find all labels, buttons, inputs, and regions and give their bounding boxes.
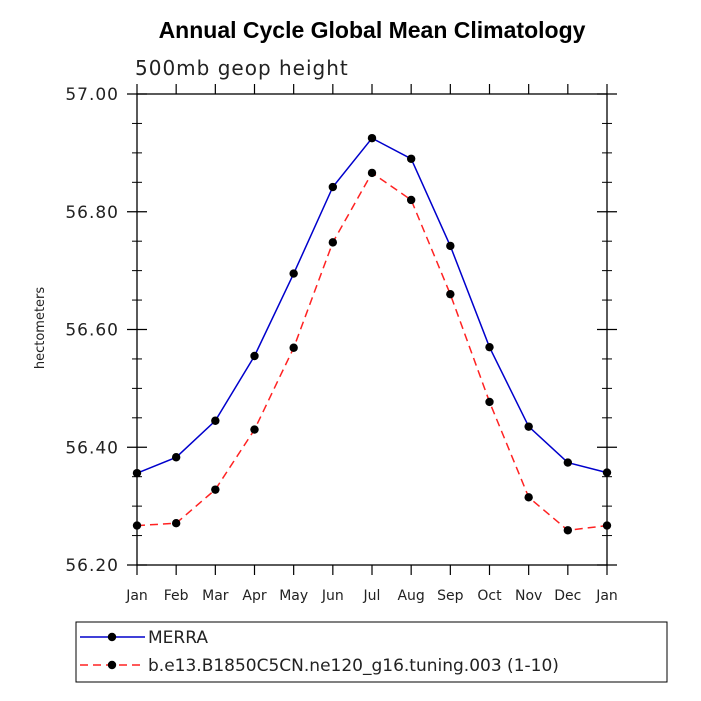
y-tick-label-2: 56.60	[65, 321, 119, 341]
y-tick-label-1: 56.40	[65, 438, 119, 458]
series-1-point-6	[367, 168, 377, 178]
series-0-point-11	[563, 458, 573, 467]
series-0-point-6	[367, 133, 377, 143]
x-tick-label-12: Jan	[595, 588, 618, 604]
legend: MERRA b.e13.B1850C5CN.ne120_g16.tuning.00…	[80, 628, 559, 676]
series-0-point-7	[406, 154, 416, 163]
series-line-1	[136, 171, 608, 532]
series-1-point-8	[446, 289, 455, 299]
series-0-point-2	[211, 416, 220, 425]
chart-subtitle: 500mb geop height	[135, 56, 349, 80]
series-layer	[132, 133, 612, 535]
series-1-point-9	[485, 397, 494, 407]
legend-marker-0	[107, 632, 117, 642]
x-tick-label-5: Jun	[321, 588, 344, 604]
series-0-point-8	[446, 241, 455, 251]
x-tick-label-9: Oct	[477, 588, 502, 604]
series-0-point-1	[171, 453, 181, 462]
y-tick-label-0: 56.20	[65, 556, 119, 576]
series-1-point-3	[250, 425, 259, 434]
x-tick-label-11: Dec	[554, 588, 581, 604]
x-tick-label-3: Apr	[242, 588, 266, 604]
x-tick-label-0: Jan	[125, 588, 148, 604]
x-tick-label-4: May	[279, 588, 308, 604]
legend-label-0: MERRA	[148, 628, 208, 648]
series-0-point-10	[524, 422, 533, 431]
series-0-point-3	[250, 351, 259, 361]
y-axis-ticks: 56.20 56.40 56.60 56.80 57.00	[65, 85, 617, 576]
series-1-point-4	[289, 343, 298, 352]
series-1-point-12	[602, 521, 612, 530]
x-axis-ticks: Jan Feb Mar Apr May Jun Jul Aug Sep Oct Nov Dec Jan	[125, 84, 618, 604]
series-0-point-12	[602, 468, 612, 477]
series-1-point-5	[328, 238, 338, 247]
y-tick-label-4: 57.00	[65, 85, 119, 105]
x-tick-label-2: Mar	[202, 588, 229, 604]
series-1-point-0	[132, 521, 142, 530]
y-tick-label-3: 56.80	[65, 203, 119, 223]
x-tick-label-8: Sep	[437, 588, 464, 604]
series-0-point-5	[328, 182, 338, 192]
series-0-point-0	[132, 468, 142, 478]
series-1-point-10	[524, 493, 533, 502]
series-1-point-7	[406, 195, 416, 205]
legend-label-1: b.e13.B1850C5CN.ne120_g16.tuning.003 (1-…	[148, 656, 559, 676]
legend-box	[75, 621, 668, 683]
x-tick-label-6: Jul	[363, 588, 381, 604]
x-tick-label-10: Nov	[515, 588, 542, 604]
chart-title: Annual Cycle Global Mean Climatology	[159, 17, 586, 43]
plot-frame	[136, 93, 608, 566]
legend-marker-1	[107, 660, 117, 670]
y-axis-label: hectometers	[33, 287, 48, 370]
x-tick-label-1: Feb	[164, 588, 189, 604]
series-1-point-1	[171, 518, 181, 528]
series-0-point-4	[289, 269, 298, 278]
series-line-0	[136, 137, 608, 474]
series-1-point-2	[211, 485, 220, 494]
series-0-point-9	[485, 342, 494, 352]
x-tick-label-7: Aug	[397, 588, 424, 604]
series-1-point-11	[563, 526, 573, 535]
